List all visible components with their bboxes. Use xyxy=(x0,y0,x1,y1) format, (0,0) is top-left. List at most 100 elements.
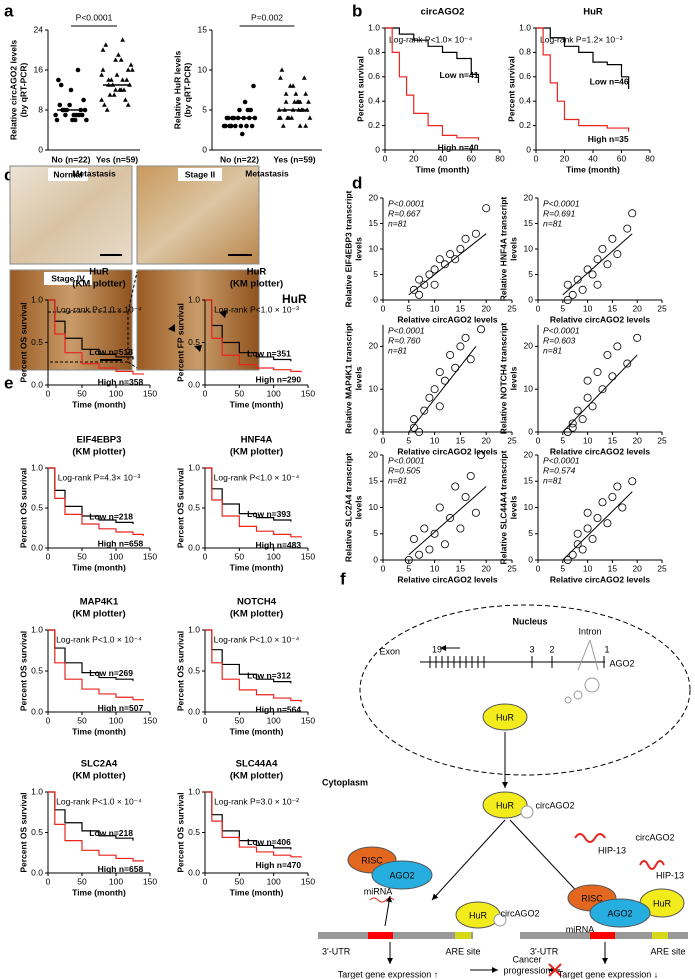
data-point xyxy=(287,83,293,88)
data-point xyxy=(603,519,612,528)
chart-title: EIF4EBP3 xyxy=(77,435,122,446)
data-point xyxy=(251,83,256,89)
x-tick-label: 150 xyxy=(301,388,315,398)
x-tick-label: 25 xyxy=(657,563,667,573)
x-tick-label: No (n=22) xyxy=(220,154,259,164)
data-point xyxy=(303,91,309,96)
survival-curve xyxy=(48,299,144,375)
y-tick-label: 0.0 xyxy=(31,379,43,389)
data-point xyxy=(75,67,81,73)
x-tick-label: 20 xyxy=(632,303,642,313)
y-tick-label: 10 xyxy=(198,64,208,74)
mirna-site xyxy=(368,932,393,939)
data-point xyxy=(578,285,587,294)
y-tick-label: 0.6 xyxy=(368,71,380,81)
data-point xyxy=(563,427,572,436)
data-point xyxy=(116,52,121,57)
chart: 0 0.2 0.4 0.6 0.8 1.0 0 20 40 60 80 circAGO2 Time (m… xyxy=(355,7,505,175)
y-tick-label: 5 xyxy=(373,528,378,538)
y-tick-label: 0.5 xyxy=(31,337,43,347)
x-axis-label: Time (month) xyxy=(230,726,284,736)
data-point xyxy=(111,92,117,97)
y-tick-label: 20 xyxy=(524,192,534,202)
x-tick-label: 50 xyxy=(77,551,87,561)
diagram-label: Target gene expression ↓ xyxy=(558,969,659,979)
x-tick-label: 0 xyxy=(46,715,51,725)
data-point xyxy=(278,75,283,80)
data-point xyxy=(578,415,587,424)
survival-curve xyxy=(205,467,302,538)
data-point xyxy=(563,280,572,289)
chart: 0 0.2 0.4 0.6 0.8 1.0 0 20 40 60 80 HuR Time (month)… xyxy=(506,7,655,175)
data-point xyxy=(118,57,124,62)
data-point xyxy=(588,270,597,279)
exons xyxy=(429,656,605,668)
data-point xyxy=(573,540,582,549)
data-point xyxy=(70,117,75,123)
data-point xyxy=(613,342,622,351)
x-tick-label: 25 xyxy=(657,435,667,445)
data-point xyxy=(573,275,582,284)
diagram-label: 19 xyxy=(432,644,442,654)
y-tick-label: 0.4 xyxy=(519,95,531,105)
chart: 0.0 0.5 1.0 0 50 100 150 HuR(KM plotter) Time (m… xyxy=(18,267,157,410)
data-point xyxy=(54,117,60,123)
x-tick-label: 0 xyxy=(381,435,386,445)
data-point xyxy=(301,75,307,80)
mirna-site xyxy=(590,932,615,939)
data-point xyxy=(593,255,602,264)
y-tick-label: 0.0 xyxy=(188,706,200,716)
mirna xyxy=(369,897,395,903)
data-point xyxy=(289,115,295,120)
y-axis-label: Relative NOTCH4 transcript xyxy=(498,323,508,435)
curve-label: High n=358 xyxy=(98,377,144,387)
data-point xyxy=(628,477,637,486)
data-point xyxy=(451,482,460,491)
x-tick-label: 0 xyxy=(46,551,51,561)
x-tick-label: 15 xyxy=(608,563,618,573)
y-tick-label: 0.0 xyxy=(31,542,43,552)
data-point xyxy=(227,123,232,129)
hip13 xyxy=(574,833,606,843)
y-tick-label: 0.5 xyxy=(188,502,200,512)
data-point xyxy=(613,482,622,491)
y-tick-label: 5 xyxy=(528,269,533,279)
stat-note: P<0.0001 xyxy=(543,455,580,465)
data-point xyxy=(430,265,439,274)
y-tick-label: 1.0 xyxy=(31,462,43,472)
data-point xyxy=(245,107,251,113)
data-point xyxy=(117,87,123,92)
x-tick-label: 0 xyxy=(203,551,208,561)
fit-line xyxy=(562,233,633,296)
data-point xyxy=(583,524,592,533)
y-tick-label: 20 xyxy=(369,341,379,351)
x-tick-label: 10 xyxy=(430,563,440,573)
data-point xyxy=(456,342,465,351)
y-axis-label: Percent OS survival xyxy=(175,792,185,872)
data-point xyxy=(114,72,120,77)
data-point xyxy=(461,492,470,501)
data-point xyxy=(461,333,470,342)
x-axis-label: Relative circAGO2 levels xyxy=(397,446,497,456)
y-tick-label: 0 xyxy=(526,144,531,154)
data-point xyxy=(568,423,577,432)
y-tick-label: 0.5 xyxy=(188,827,200,837)
data-point xyxy=(425,545,434,554)
y-axis-label: levels xyxy=(508,495,518,519)
y-tick-label: 10 xyxy=(524,243,534,253)
fit-line xyxy=(408,346,477,433)
survival-curve xyxy=(385,27,480,141)
y-axis-label: Percent survival xyxy=(506,56,516,122)
x-tick-label: 100 xyxy=(267,715,281,725)
curve-label: Low n=41 xyxy=(439,70,478,80)
diagram-label: AGO2 xyxy=(609,658,634,668)
data-point xyxy=(128,62,134,67)
x-tick-label: 5 xyxy=(560,563,565,573)
data-point xyxy=(278,115,283,120)
data-point xyxy=(430,529,439,538)
diagram-label: Cytoplasm xyxy=(322,777,368,787)
data-point xyxy=(415,290,424,299)
chart: 0.0 0.5 1.0 0 50 100 150 EIF4EBP3(KM plotter) Ti… xyxy=(18,435,157,573)
hip13 xyxy=(639,860,665,870)
